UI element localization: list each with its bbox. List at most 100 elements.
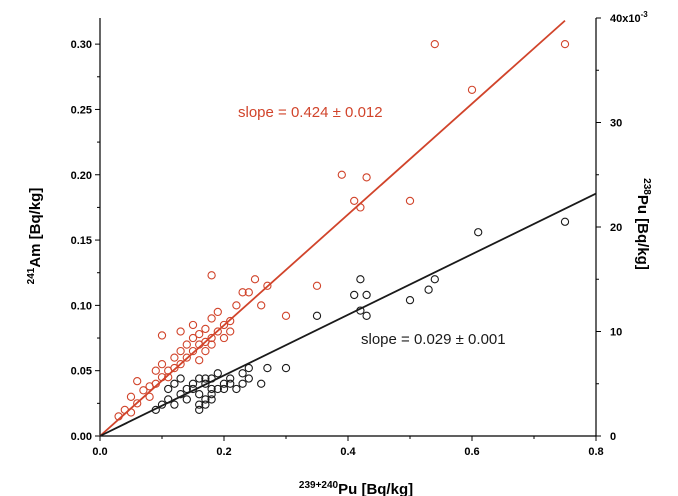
pu-data-point xyxy=(430,275,439,284)
y-right-axis-ticks: 0 10 20 30 40x10-3 xyxy=(596,10,648,443)
pu-data-point xyxy=(157,400,167,409)
pu-data-point xyxy=(560,217,570,226)
am-data-point xyxy=(250,275,260,284)
am-data-point xyxy=(350,196,359,206)
am-data-point xyxy=(232,301,241,310)
am-data-point xyxy=(133,399,142,408)
am-data-point xyxy=(207,271,216,280)
am-data-point xyxy=(226,327,235,336)
pu-data-point xyxy=(219,384,229,394)
pu-data-point xyxy=(182,384,191,394)
pu-data-point xyxy=(219,379,229,388)
am-data-point xyxy=(126,392,136,401)
x-axis-ticks: 0.0 0.2 0.4 0.6 0.8 xyxy=(92,436,604,458)
am-data-point xyxy=(182,353,191,362)
fit-lines xyxy=(99,19,597,437)
y-left-tick-label: 0.20 xyxy=(71,170,92,182)
am-data-point xyxy=(560,39,570,49)
x-tick-label: 0.2 xyxy=(216,446,231,458)
pu-data-point xyxy=(188,379,198,388)
pu-data-point xyxy=(207,390,216,399)
am-data-point xyxy=(207,333,216,343)
am-data-point xyxy=(201,346,210,356)
y-left-tick-label: 0.00 xyxy=(71,431,92,443)
am-data-point xyxy=(219,333,229,343)
pu-data-point xyxy=(195,390,204,399)
pu-data-point xyxy=(151,405,160,415)
pu-data-point xyxy=(238,379,247,388)
am-data-point xyxy=(157,360,167,369)
x-tick-label: 0.0 xyxy=(92,446,107,458)
annotation-pu-slope: slope = 0.029 ± 0.001 xyxy=(361,331,506,348)
am-data-point xyxy=(213,307,222,317)
pu-data-point xyxy=(164,395,173,404)
am-data-point xyxy=(139,386,148,395)
pu-data-point xyxy=(170,400,179,409)
pu-data-point xyxy=(362,311,371,320)
pu-data-point xyxy=(238,369,247,378)
am-data-point xyxy=(176,360,185,369)
am-data-point xyxy=(362,173,371,182)
pu-data-point xyxy=(213,384,222,394)
pu-data-point xyxy=(213,369,222,378)
pu-data-point xyxy=(176,390,185,399)
am-data-point xyxy=(405,196,415,206)
y-left-tick-label: 0.15 xyxy=(71,235,92,247)
y-right-tick-label: 10 xyxy=(610,327,622,339)
am-data-point xyxy=(182,340,191,349)
am-data-point xyxy=(114,412,123,421)
am-data-point xyxy=(145,392,154,401)
pu-data-point xyxy=(182,395,191,404)
am-data-point xyxy=(201,324,210,334)
y-left-axis-ticks: 0.00 0.05 0.10 0.15 0.20 0.25 0.30 xyxy=(71,39,100,443)
pu-data-point xyxy=(356,306,365,315)
pu-data-point xyxy=(201,374,210,383)
am-data-point xyxy=(226,316,235,326)
x-axis-title-sup: 239+240 xyxy=(299,480,339,491)
x-tick-label: 0.8 xyxy=(588,446,603,458)
x-axis-title-main: Pu [Bq/kg] xyxy=(338,481,413,496)
y-left-tick-label: 0.25 xyxy=(71,104,92,116)
x-tick-label: 0.6 xyxy=(464,446,479,458)
y-left-axis-title-sup: 241 xyxy=(26,267,37,284)
pu-data-point xyxy=(350,290,359,300)
am-data-point xyxy=(126,408,136,417)
y-left-tick-label: 0.05 xyxy=(71,366,92,378)
pu-data-point xyxy=(201,400,210,409)
am-data-point xyxy=(213,327,222,336)
pu-data-point xyxy=(281,363,291,373)
am-data-point xyxy=(170,353,179,362)
x-axis-title: 239+240Pu [Bq/kg] xyxy=(299,480,413,496)
am-data-point xyxy=(188,320,198,330)
am-data-point xyxy=(188,346,198,356)
am-data-point xyxy=(257,301,266,310)
x-tick-label: 0.4 xyxy=(340,446,356,458)
pu-data-point xyxy=(207,374,216,383)
pu-data-point xyxy=(201,395,210,404)
am-data-point xyxy=(207,314,216,323)
pu-data-point xyxy=(312,311,322,320)
y-right-axis-title: 238Pu [Bq/kg] xyxy=(634,178,652,270)
am-data-point xyxy=(157,331,167,340)
pu-data-point xyxy=(232,384,241,394)
pu-data-point xyxy=(188,384,198,394)
am-data-point xyxy=(151,379,160,388)
plot-frame xyxy=(99,18,597,437)
y-right-axis-title-main: Pu [Bq/kg] xyxy=(634,195,651,270)
data-points xyxy=(114,39,570,421)
pu-data-point xyxy=(424,285,433,294)
am-data-point xyxy=(430,39,439,49)
annotation-am-slope: slope = 0.424 ± 0.012 xyxy=(238,104,383,121)
am-data-point xyxy=(337,170,346,179)
am-data-point xyxy=(219,320,229,330)
pu-data-point xyxy=(170,379,179,388)
am-data-point xyxy=(312,281,322,290)
pu-data-point xyxy=(263,363,272,373)
am-data-point xyxy=(195,356,204,365)
y-left-axis-title: 241Am [Bq/kg] xyxy=(26,188,44,285)
pu-data-point xyxy=(195,374,204,383)
pu-data-point xyxy=(244,363,253,373)
pu-data-point xyxy=(195,405,204,415)
y-right-tick-label: 30 xyxy=(610,118,622,130)
pu-data-point xyxy=(244,374,253,383)
